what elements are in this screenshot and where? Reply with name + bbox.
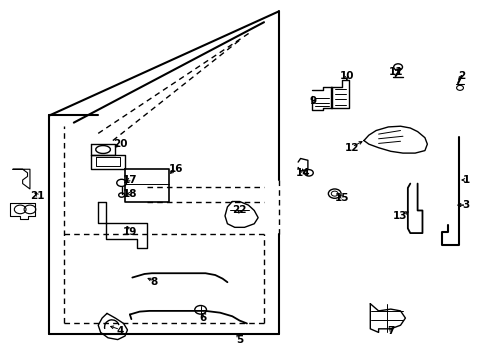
Text: 3: 3 [462, 200, 469, 210]
Text: 16: 16 [169, 164, 183, 174]
Text: 13: 13 [392, 211, 407, 221]
Text: 21: 21 [30, 191, 44, 201]
Text: 4: 4 [116, 325, 123, 336]
Text: 22: 22 [232, 206, 246, 216]
Text: 1: 1 [462, 175, 469, 185]
Text: 14: 14 [295, 168, 310, 178]
Text: 6: 6 [199, 313, 206, 323]
Text: 12: 12 [344, 143, 358, 153]
Text: 8: 8 [150, 277, 158, 287]
Text: 2: 2 [457, 71, 464, 81]
Text: 10: 10 [339, 71, 353, 81]
Text: 15: 15 [334, 193, 348, 203]
Text: 11: 11 [387, 67, 402, 77]
Text: 18: 18 [122, 189, 137, 199]
Text: 9: 9 [308, 96, 316, 106]
Text: 17: 17 [122, 175, 137, 185]
Text: 5: 5 [236, 334, 243, 345]
Text: 20: 20 [113, 139, 127, 149]
Text: 19: 19 [122, 227, 137, 237]
Text: 7: 7 [386, 325, 394, 336]
